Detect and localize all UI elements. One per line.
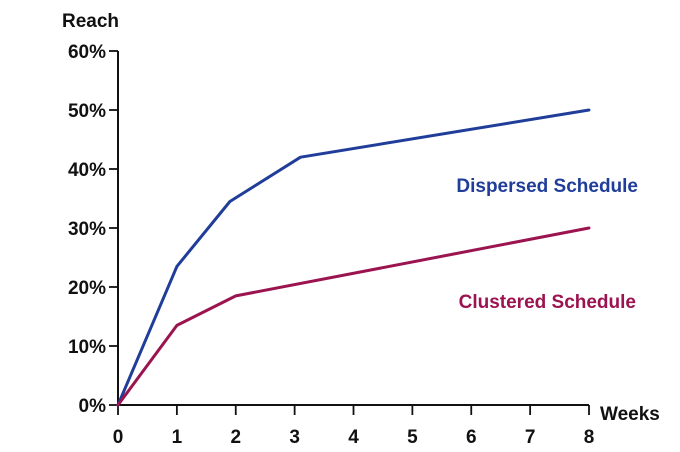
y-axis-ticks: 0% 10% 20% 30% 40% 50% 60% [68,42,118,417]
x-tick-label: 3 [289,427,300,448]
y-tick-label: 0% [79,396,107,417]
y-tick-label: 20% [68,278,106,299]
x-tick-label: 4 [348,427,359,448]
y-tick-label: 60% [68,42,106,63]
x-tick-label: 1 [172,427,183,448]
axes [117,51,589,406]
series-lines [116,108,591,407]
x-tick-label: 6 [466,427,477,448]
y-tick-label: 10% [68,337,106,358]
x-tick-label: 0 [113,427,124,448]
x-axis-title: Weeks [600,404,660,425]
y-tick-label: 50% [68,101,106,122]
y-tick-label: 30% [68,219,106,240]
x-tick-label: 2 [230,427,241,448]
axis-lines [117,51,589,406]
series-label-clustered: Clustered Schedule [459,292,636,313]
y-tick-label: 40% [68,160,106,181]
series-line-dispersed [116,108,591,407]
x-axis-ticks: 0 1 2 3 4 5 6 7 8 [113,405,595,448]
y-axis-title: Reach [62,11,119,32]
x-tick-label: 5 [407,427,418,448]
series-label-dispersed: Dispersed Schedule [456,176,638,197]
x-tick-label: 7 [525,427,536,448]
x-tick-label: 8 [584,427,595,448]
series-line-clustered [116,226,591,407]
